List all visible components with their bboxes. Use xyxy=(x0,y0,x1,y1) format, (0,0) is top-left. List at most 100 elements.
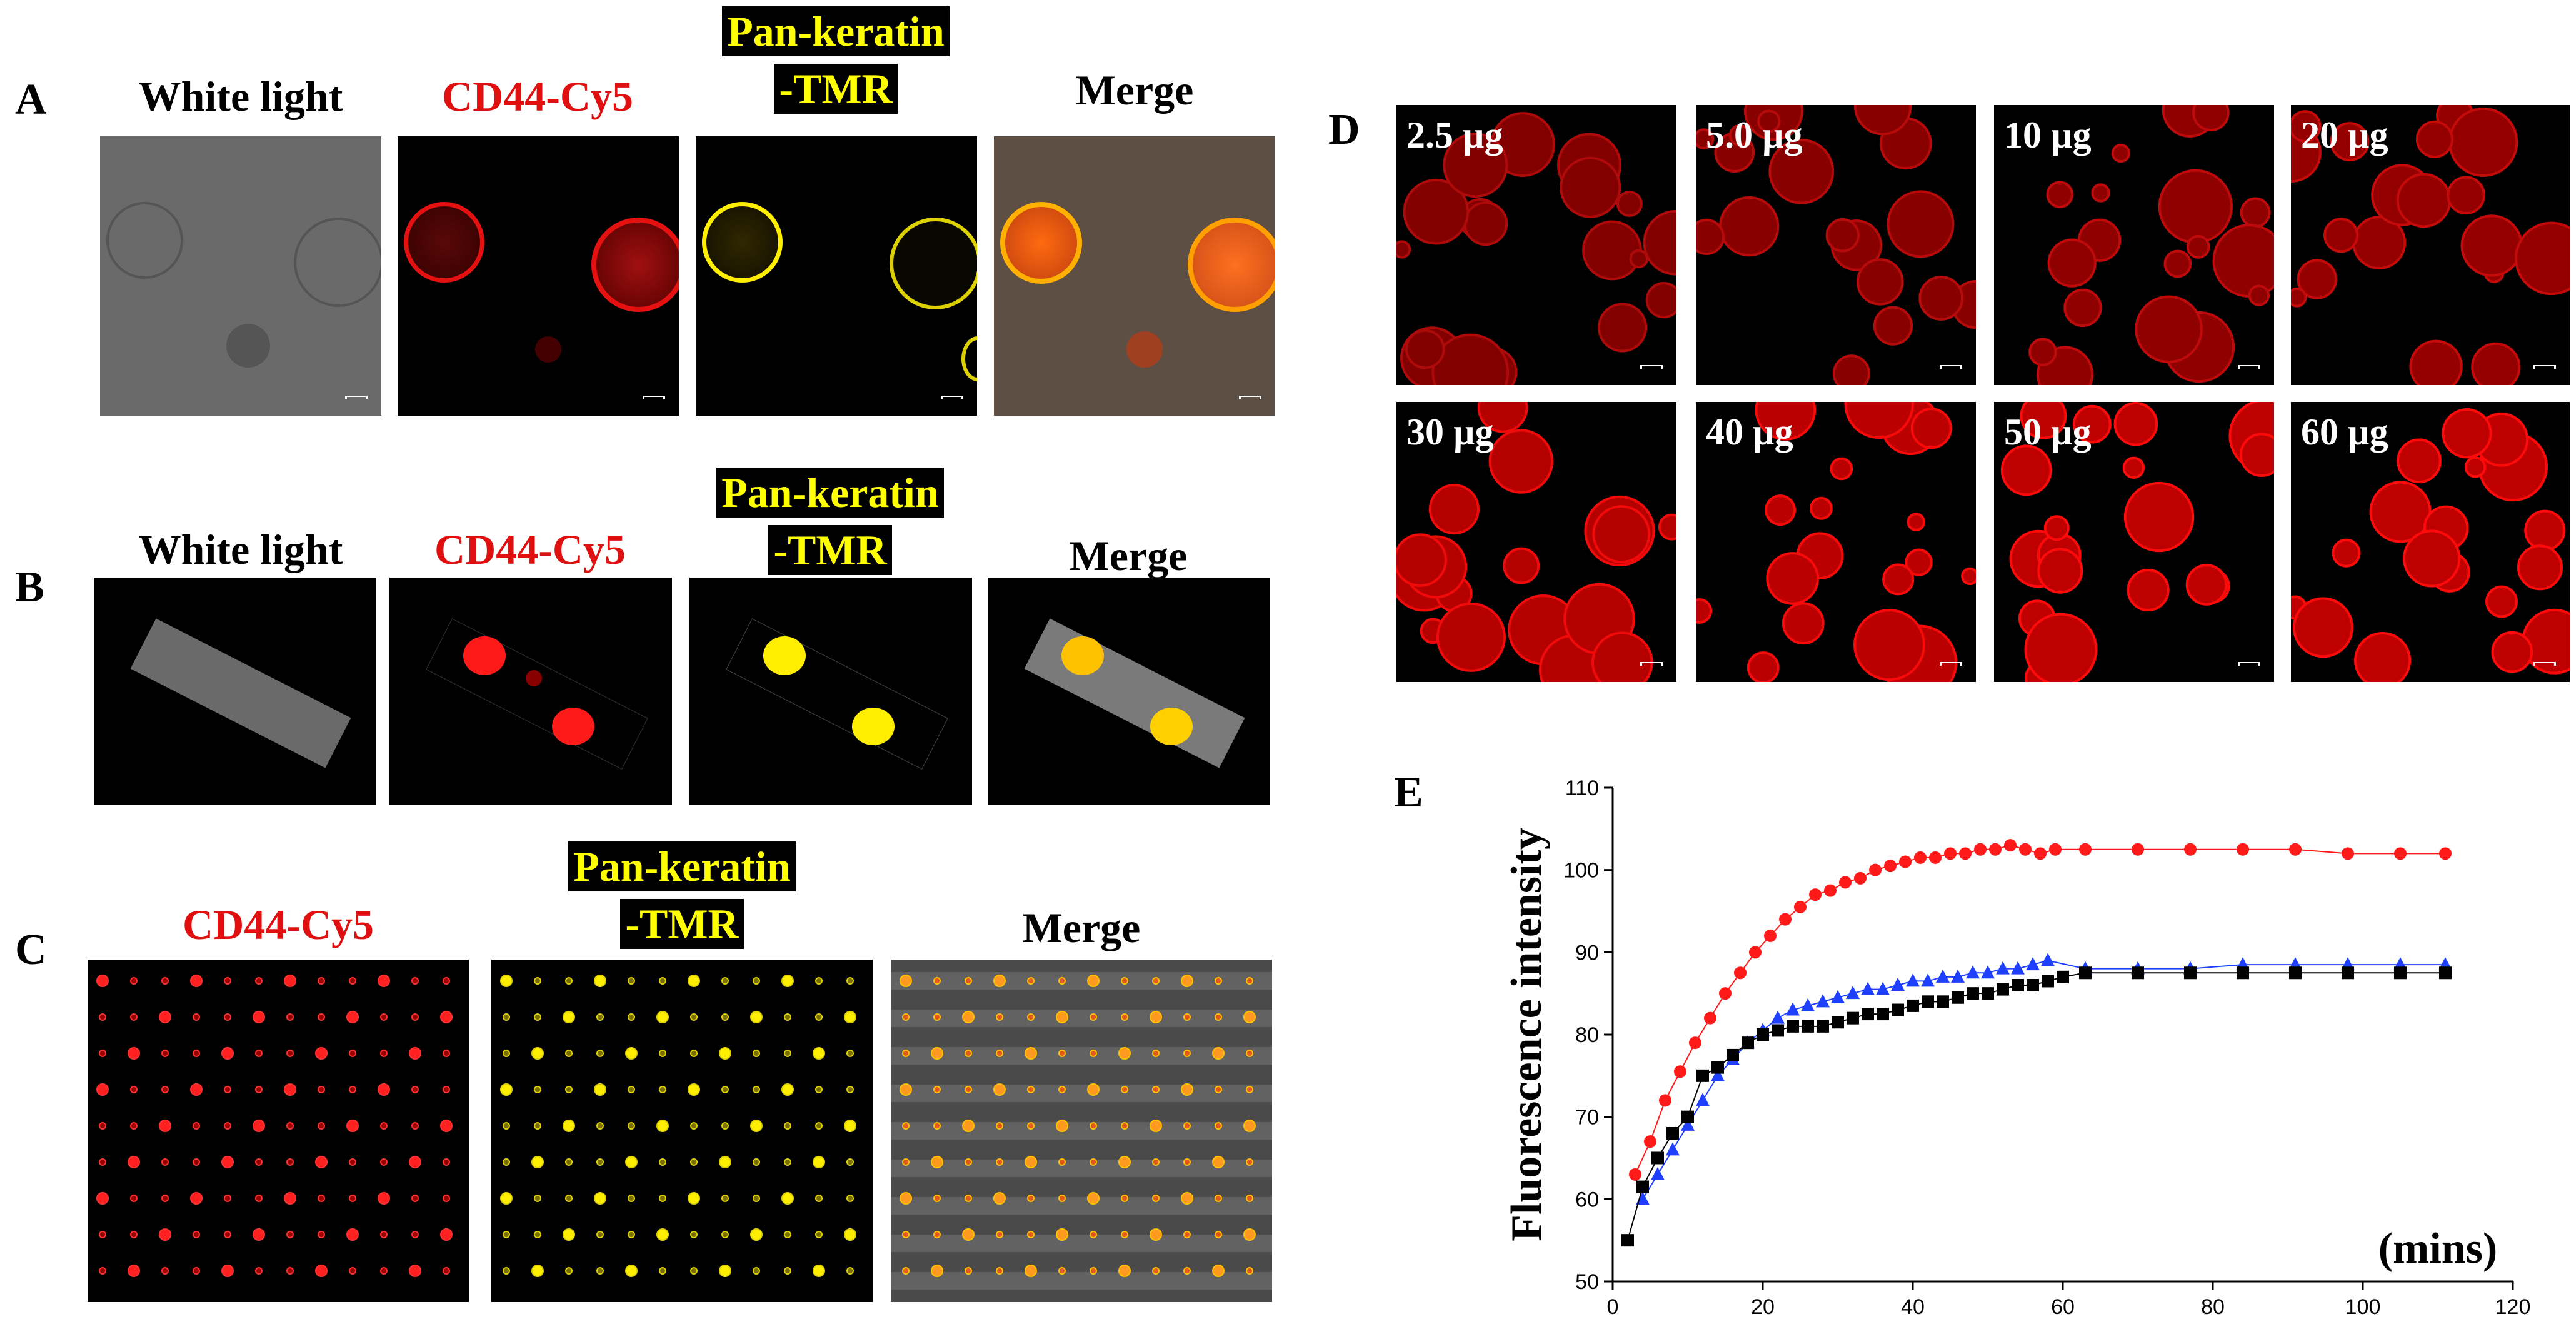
array-droplet xyxy=(846,1086,854,1093)
droplet xyxy=(1887,190,1955,258)
droplets xyxy=(1696,402,1976,682)
array-droplet xyxy=(996,1267,1003,1275)
array-droplet xyxy=(1058,1050,1066,1057)
droplets xyxy=(2028,105,2274,385)
array-droplet xyxy=(1215,1231,1222,1238)
red-spot xyxy=(526,670,542,686)
droplet xyxy=(1658,513,1676,541)
droplet xyxy=(1825,218,1860,253)
array-droplet xyxy=(1121,1122,1128,1130)
array-droplet xyxy=(993,1083,1006,1096)
scale-bar xyxy=(1239,396,1261,399)
blue-point xyxy=(1981,965,1995,979)
array-droplet xyxy=(130,1013,138,1021)
x-tick-label: 20 xyxy=(1751,1295,1775,1319)
array-droplet xyxy=(815,1086,823,1093)
array-droplet xyxy=(380,1231,388,1238)
array-droplet xyxy=(565,1267,573,1275)
d-image-2: 5.0 µg xyxy=(1696,105,1976,385)
array-droplet xyxy=(221,1047,234,1060)
array-droplet xyxy=(688,1192,700,1205)
a-merge-image xyxy=(994,136,1275,416)
c-cd44-title: CD44-Cy5 xyxy=(183,901,374,948)
array-droplet xyxy=(1152,977,1160,985)
array-droplet xyxy=(563,1120,575,1132)
array-droplet xyxy=(378,1192,390,1205)
array-droplet xyxy=(318,1231,325,1238)
red-point xyxy=(2184,843,2197,856)
array-droplet xyxy=(1246,1086,1253,1093)
black-point xyxy=(2027,979,2039,991)
black-point xyxy=(1636,1180,1649,1193)
red-point xyxy=(1674,1065,1686,1078)
array-stripe xyxy=(891,1010,1272,1027)
droplet xyxy=(1854,105,1912,136)
array-droplet xyxy=(965,1267,972,1275)
array-droplet xyxy=(534,977,541,985)
droplet xyxy=(1436,602,1506,672)
droplet xyxy=(1718,196,1780,257)
array-droplet xyxy=(962,1011,975,1023)
array-droplet xyxy=(565,977,573,985)
droplet xyxy=(1853,609,1925,681)
array-droplet xyxy=(1121,1231,1128,1238)
red-point xyxy=(1764,930,1777,942)
array-droplet xyxy=(1183,1013,1191,1021)
array-droplet xyxy=(933,1013,941,1021)
droplet xyxy=(2043,515,2070,541)
y-tick-label: 80 xyxy=(1575,1023,1599,1047)
droplet xyxy=(1961,567,1976,586)
droplet xyxy=(1503,547,1540,584)
array-droplet xyxy=(719,1156,731,1168)
array-droplet xyxy=(753,977,760,985)
slide xyxy=(726,618,948,770)
a-white-light-image xyxy=(100,136,381,416)
x-tick-label: 120 xyxy=(2495,1295,2531,1319)
array-droplet xyxy=(99,1050,106,1057)
y-tick-label: 70 xyxy=(1575,1106,1599,1130)
d-label: 60 µg xyxy=(2301,411,2388,453)
red-point xyxy=(1689,1036,1701,1050)
y-tick-label: 50 xyxy=(1575,1270,1599,1294)
pankeratin-droplet-array xyxy=(500,975,856,1277)
array-droplet xyxy=(931,1156,943,1168)
array-droplet xyxy=(625,1156,638,1168)
black-point xyxy=(1727,1048,1739,1061)
yellow-cell xyxy=(702,202,783,283)
array-droplet xyxy=(161,1158,169,1166)
array-droplet xyxy=(224,977,231,985)
array-droplet xyxy=(286,1158,294,1166)
red-point xyxy=(1869,863,1882,876)
array-droplet xyxy=(846,1050,854,1057)
merge-cell xyxy=(1000,202,1082,284)
array-droplet xyxy=(1181,975,1193,987)
black-point xyxy=(1711,1061,1724,1074)
array-droplet xyxy=(933,977,941,985)
black-point xyxy=(2184,966,2197,980)
array-droplet xyxy=(690,1231,698,1238)
yellow-cell xyxy=(890,218,977,309)
array-droplet xyxy=(784,1122,791,1130)
array-droplet xyxy=(346,1120,359,1132)
droplet xyxy=(1488,429,1554,494)
array-droplet xyxy=(1027,1086,1035,1093)
array-droplet xyxy=(409,1265,421,1277)
array-droplet xyxy=(846,1158,854,1166)
black-point xyxy=(1892,1003,1904,1016)
array-droplet xyxy=(784,1231,791,1238)
droplet xyxy=(2127,568,2170,612)
droplet xyxy=(1396,240,1411,259)
droplet xyxy=(2297,259,2338,299)
array-droplet xyxy=(753,1086,760,1093)
array-droplet xyxy=(224,1195,231,1202)
array-droplet xyxy=(193,1158,200,1166)
droplet xyxy=(2291,110,2322,143)
black-point xyxy=(1787,1020,1799,1033)
array-droplet xyxy=(1150,1011,1162,1023)
droplet xyxy=(2028,338,2057,366)
array-droplet xyxy=(1027,1122,1035,1130)
droplet xyxy=(1696,598,1713,624)
array-droplet xyxy=(380,1267,388,1275)
droplet xyxy=(1696,128,1715,150)
array-droplet xyxy=(1058,1195,1066,1202)
